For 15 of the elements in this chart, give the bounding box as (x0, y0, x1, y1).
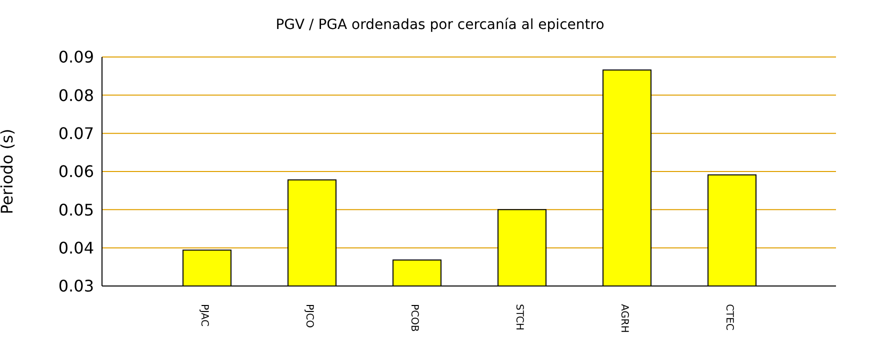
y-tick-label: 0.04 (58, 238, 94, 258)
y-tick-label: 0.09 (58, 48, 94, 67)
x-tick-label: PJAC (198, 304, 210, 326)
x-tick-label: STCH (514, 304, 524, 330)
y-tick-label: 0.05 (58, 200, 94, 220)
chart-title: PGV / PGA ordenadas por cercanía al epicentro (274, 17, 606, 33)
y-tick-label: 0.03 (58, 276, 94, 296)
y-tick-label: 0.08 (58, 86, 94, 105)
x-tick-label: PCOB (408, 304, 420, 332)
y-tick-label: 0.07 (58, 124, 94, 144)
x-tick-label: AGRH (618, 304, 630, 333)
y-axis-title: Periodo (s) (0, 128, 17, 214)
x-tick-label: PJCO (304, 304, 314, 328)
x-tick-label: CTEC (724, 304, 734, 330)
y-tick-label: 0.06 (58, 162, 94, 182)
